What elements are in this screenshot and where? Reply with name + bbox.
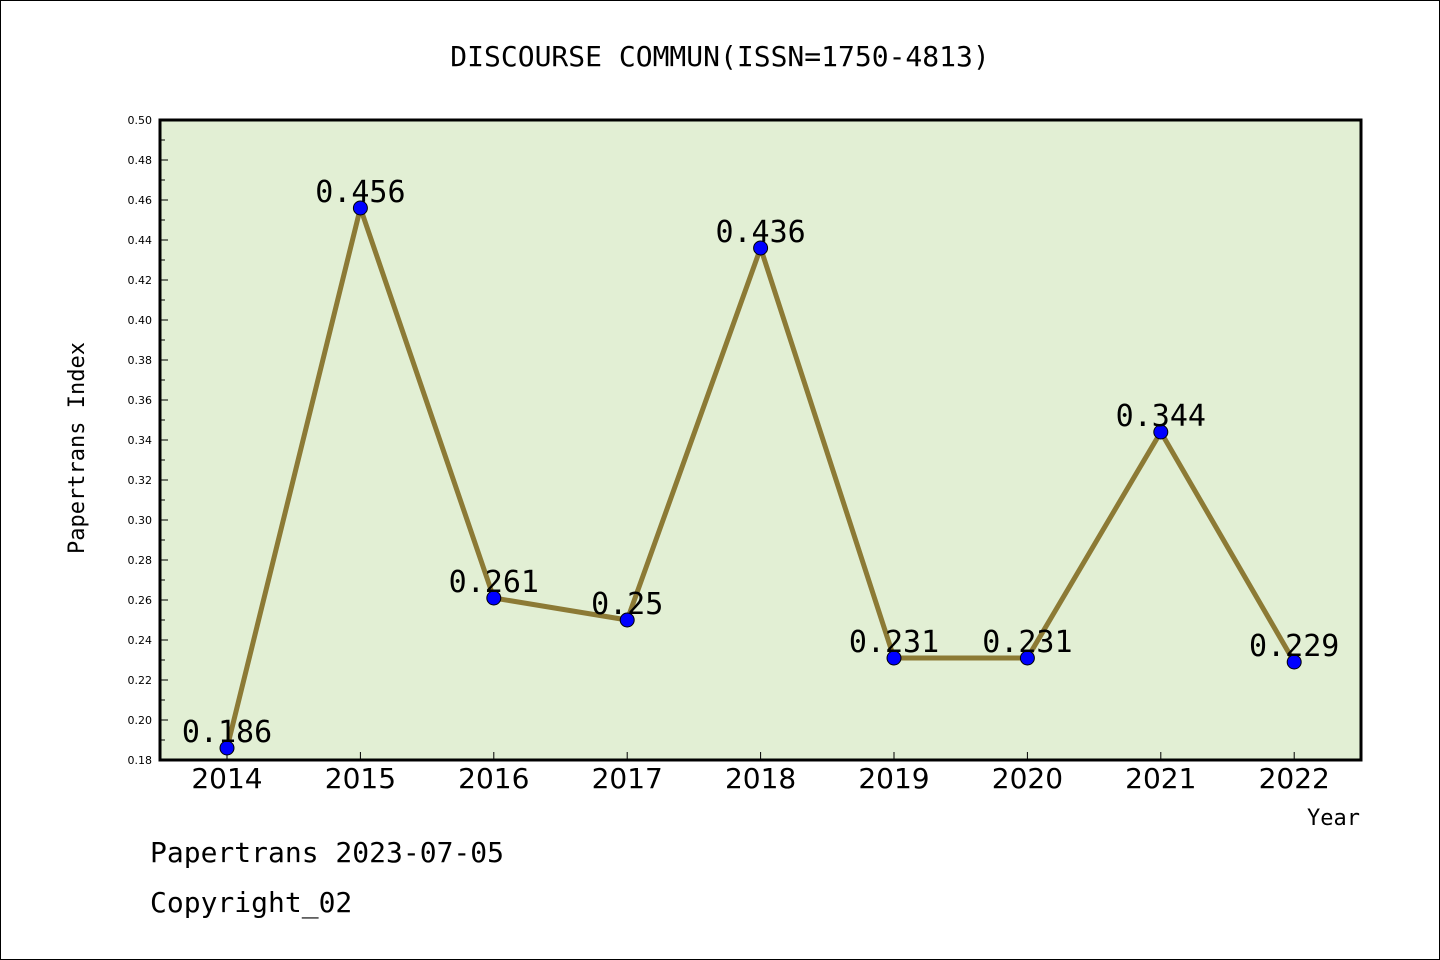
- x-axis: 2014 2015 2016 2017 2018 2019 2020 2021 2022: [191, 752, 1330, 795]
- footer-date: Papertrans 2023-07-05: [150, 836, 505, 869]
- y-tick-label: 0.40: [128, 314, 153, 327]
- data-label: 0.25: [591, 587, 663, 622]
- data-point: [352, 200, 368, 216]
- data-label: 0.261: [449, 565, 539, 600]
- data-point: [753, 240, 769, 256]
- data-point: [486, 590, 502, 606]
- y-tick-label: 0.50: [128, 114, 153, 127]
- data-point: [1019, 650, 1035, 666]
- x-tick-label: 2022: [1259, 762, 1330, 795]
- y-tick-label: 0.32: [128, 474, 153, 487]
- y-tick-label: 0.22: [128, 674, 153, 687]
- chart-title: DISCOURSE COMMUN(ISSN=1750-4813): [450, 40, 989, 73]
- y-tick-label: 0.26: [128, 594, 153, 607]
- data-label: 0.456: [315, 175, 405, 210]
- x-tick-label: 2021: [1125, 762, 1196, 795]
- data-label: 0.229: [1249, 629, 1339, 664]
- x-tick-label: 2019: [858, 762, 929, 795]
- x-tick-label: 2014: [191, 762, 262, 795]
- data-point: [1286, 654, 1302, 670]
- plot-area: [158, 118, 1363, 762]
- y-tick-label: 0.20: [128, 714, 153, 727]
- y-tick-label: 0.46: [128, 194, 153, 207]
- y-tick-label: 0.44: [128, 234, 153, 247]
- y-tick-label: 0.36: [128, 394, 153, 407]
- data-point: [1153, 424, 1169, 440]
- y-tick-label: 0.38: [128, 354, 153, 367]
- series: 0.186 0.456 0.261 0.25 0.436 0.231 0.231 0.344 0…: [182, 175, 1339, 756]
- data-label: 0.231: [982, 625, 1072, 660]
- data-point: [219, 740, 235, 756]
- y-tick-label: 0.28: [128, 554, 153, 567]
- data-label: 0.344: [1116, 399, 1206, 434]
- y-tick-label: 0.34: [128, 434, 153, 447]
- x-tick-label: 2017: [592, 762, 663, 795]
- data-label: 0.231: [849, 625, 939, 660]
- data-point: [619, 612, 635, 628]
- x-axis-label: Year: [1307, 806, 1360, 831]
- x-tick-label: 2018: [725, 762, 796, 795]
- y-tick-label: 0.42: [128, 274, 153, 287]
- x-tick-label: 2015: [325, 762, 396, 795]
- footer-copyright: Copyright_02: [150, 886, 353, 919]
- x-tick-label: 2020: [992, 762, 1063, 795]
- data-label: 0.186: [182, 715, 272, 750]
- y-tick-label: 0.48: [128, 154, 153, 167]
- y-tick-label: 0.24: [128, 634, 153, 647]
- y-axis-label: Papertrans Index: [65, 342, 90, 554]
- y-tick-label: 0.30: [128, 514, 153, 527]
- x-tick-label: 2016: [458, 762, 529, 795]
- data-label: 0.436: [715, 215, 805, 250]
- y-tick-label: 0.18: [128, 754, 153, 767]
- y-axis: 0.18 0.20 0.22 0.24 0.26 0.28 0.30 0.32 0.34 0.36…: [128, 114, 168, 767]
- data-point: [886, 650, 902, 666]
